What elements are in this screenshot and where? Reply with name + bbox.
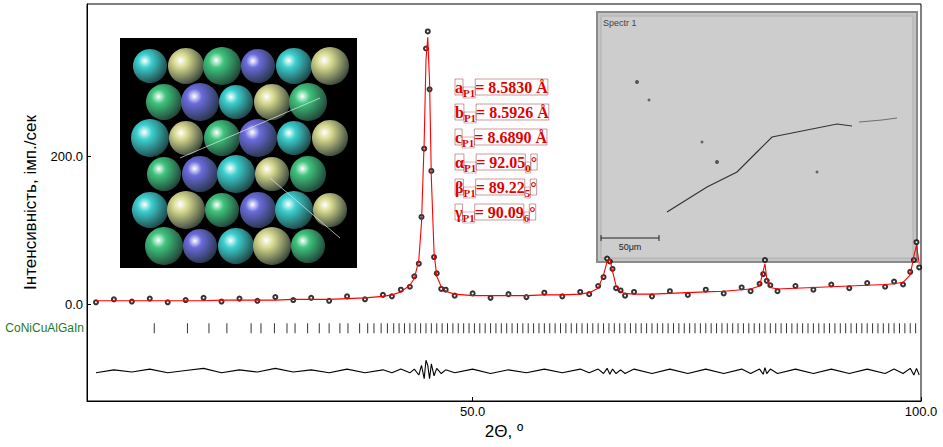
svg-text:α: α (455, 154, 464, 171)
svg-text:β: β (455, 179, 463, 197)
svg-text:γ: γ (455, 203, 463, 221)
svg-text:50μm: 50μm (619, 242, 642, 252)
svg-text:P1: P1 (464, 162, 476, 174)
svg-text:= 8.5830 Å: = 8.5830 Å (475, 79, 548, 96)
svg-text:P1: P1 (462, 212, 474, 224)
svg-text:6: 6 (523, 211, 530, 224)
svg-text:= 8.5926 Å: = 8.5926 Å (476, 104, 549, 121)
svg-text:= 89.22: = 89.22 (476, 179, 525, 196)
svg-text:0: 0 (525, 161, 531, 174)
svg-text:2Θ, º: 2Θ, º (485, 422, 523, 441)
svg-text:Spectr 1: Spectr 1 (603, 18, 637, 28)
svg-text:0.0: 0.0 (65, 297, 83, 312)
svg-text:= 90.09: = 90.09 (475, 204, 524, 221)
svg-text:P1: P1 (464, 112, 476, 124)
svg-text:200.0: 200.0 (50, 149, 83, 164)
svg-text:100.0: 100.0 (905, 404, 938, 419)
svg-text:a: a (455, 79, 463, 96)
svg-text:P1: P1 (463, 187, 475, 199)
svg-text:b: b (455, 104, 464, 121)
svg-text:P1: P1 (463, 87, 475, 99)
svg-text:5: 5 (524, 186, 531, 199)
svg-text:= 8.6890 Å: = 8.6890 Å (474, 129, 547, 146)
svg-text:°: ° (529, 204, 535, 221)
svg-text:°: ° (531, 154, 537, 171)
svg-text:c: c (455, 129, 462, 146)
svg-text:CoNiCuAlGaIn: CoNiCuAlGaIn (5, 321, 84, 335)
svg-text:= 92.05: = 92.05 (476, 154, 525, 171)
svg-text:Інтенсивність, імп./сек: Інтенсивність, імп./сек (21, 115, 40, 290)
svg-text:50.0: 50.0 (460, 404, 485, 419)
svg-text:°: ° (530, 179, 536, 196)
svg-text:P1: P1 (462, 137, 474, 149)
